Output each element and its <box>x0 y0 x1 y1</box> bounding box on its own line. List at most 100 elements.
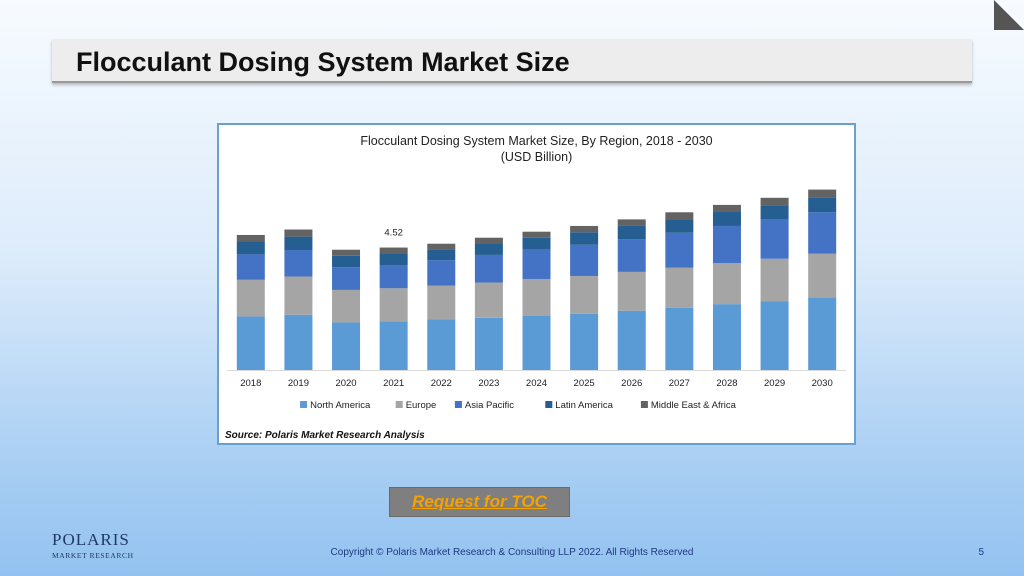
slide-corner-triangle <box>994 0 1024 30</box>
x-tick-label: 2019 <box>288 378 309 389</box>
bar-segment <box>570 313 599 370</box>
bar-segment <box>427 285 456 320</box>
page-number: 5 <box>978 547 984 558</box>
bar-segment <box>760 301 789 370</box>
bar-segment <box>284 276 313 315</box>
bar-segment <box>474 243 503 255</box>
bar-segment <box>522 249 551 279</box>
bar-segment <box>474 317 503 370</box>
chart-container: Flocculant Dosing System Market Size, By… <box>217 123 856 445</box>
bar-segment <box>712 304 741 370</box>
bar-segment <box>284 229 313 237</box>
request-toc-button[interactable]: Request for TOC <box>389 487 570 517</box>
bar-segment <box>665 212 694 220</box>
bar-segment <box>427 249 456 261</box>
bar-segment <box>712 263 741 305</box>
bar-segment <box>522 237 551 250</box>
bar-segment <box>760 205 789 220</box>
legend-swatch <box>395 401 403 408</box>
bar-segment <box>665 267 694 308</box>
bar-segment <box>522 231 551 238</box>
bar-segment <box>332 322 361 370</box>
legend-swatch <box>640 401 648 408</box>
bar-segment <box>570 225 599 233</box>
bar-segment <box>760 197 789 206</box>
legend-label: North America <box>310 400 371 411</box>
bar-segment <box>665 232 694 268</box>
x-tick-label: 2028 <box>716 378 737 389</box>
bar-segment <box>760 219 789 259</box>
legend-swatch <box>300 401 308 408</box>
logo-sub-text: MARKET RESEARCH <box>52 551 134 560</box>
bar-segment <box>712 204 741 213</box>
bar-segment <box>236 241 265 255</box>
bar-segment <box>570 275 599 314</box>
legend-label: Europe <box>406 400 437 411</box>
bar-segment <box>379 247 408 254</box>
chart-subtitle: (USD Billion) <box>500 150 573 164</box>
x-tick-label: 2020 <box>335 378 356 389</box>
data-label: 4.52 <box>384 228 403 239</box>
bar-segment <box>808 297 837 370</box>
x-tick-label: 2027 <box>669 378 690 389</box>
legend-swatch <box>545 401 553 408</box>
bar-segment <box>284 236 313 251</box>
bar-segment <box>570 244 599 276</box>
bar-segment <box>332 255 361 268</box>
bar-segment <box>617 239 646 272</box>
legend-label: Latin America <box>555 400 613 411</box>
x-tick-label: 2030 <box>812 378 833 389</box>
bar-segment <box>284 250 313 277</box>
bar-segment <box>522 278 551 316</box>
x-tick-label: 2025 <box>574 378 595 389</box>
bar-segment <box>522 315 551 370</box>
bar-segment <box>808 253 837 298</box>
bar-segment <box>474 282 503 318</box>
bar-segment <box>379 288 408 322</box>
x-tick-label: 2022 <box>431 378 452 389</box>
bar-segment <box>808 189 837 198</box>
x-tick-label: 2021 <box>383 378 404 389</box>
bar-segment <box>284 314 313 370</box>
bar-segment <box>617 310 646 370</box>
bar-segment <box>332 289 361 323</box>
bar-segment <box>808 197 837 213</box>
bar-segment <box>617 219 646 226</box>
title-bar: Flocculant Dosing System Market Size <box>52 39 972 83</box>
bar-segment <box>379 253 408 266</box>
bar-segment <box>332 249 361 256</box>
chart-title: Flocculant Dosing System Market Size, By… <box>360 134 713 148</box>
bar-segment <box>427 260 456 286</box>
bar-segment <box>236 254 265 280</box>
bar-segment <box>236 234 265 242</box>
bar-segment <box>427 243 456 250</box>
copyright-footer: Copyright © Polaris Market Research & Co… <box>330 547 694 558</box>
bar-segment <box>427 319 456 370</box>
polaris-logo: POLARIS MARKET RESEARCH <box>52 530 134 560</box>
x-tick-label: 2024 <box>526 378 547 389</box>
page-title: Flocculant Dosing System Market Size <box>76 47 570 77</box>
bar-segment <box>617 271 646 311</box>
stacked-bar-chart: 2018 2019 2020 2021 4.52 2022 2023 2024 2025 2026… <box>227 189 846 411</box>
bar-segment <box>665 307 694 370</box>
bar-segment <box>379 321 408 370</box>
legend-label: Asia Pacific <box>465 400 514 411</box>
bar-segment <box>665 219 694 233</box>
x-tick-label: 2023 <box>478 378 499 389</box>
x-tick-label: 2018 <box>240 378 261 389</box>
bar-segment <box>236 316 265 370</box>
bar-segment <box>712 212 741 226</box>
bar-segment <box>712 225 741 264</box>
bar-segment <box>332 267 361 290</box>
bar-segment <box>474 254 503 283</box>
bar-segment <box>617 225 646 240</box>
bar-segment <box>474 237 503 244</box>
legend-label: Middle East & Africa <box>651 400 737 411</box>
chart-source: Source: Polaris Market Research Analysis <box>225 430 425 441</box>
bar-segment <box>808 212 837 254</box>
bar-segment <box>236 279 265 317</box>
logo-main-text: POLARIS <box>52 530 130 549</box>
x-tick-label: 2029 <box>764 378 785 389</box>
bar-segment <box>570 232 599 245</box>
bar-segment <box>760 258 789 302</box>
